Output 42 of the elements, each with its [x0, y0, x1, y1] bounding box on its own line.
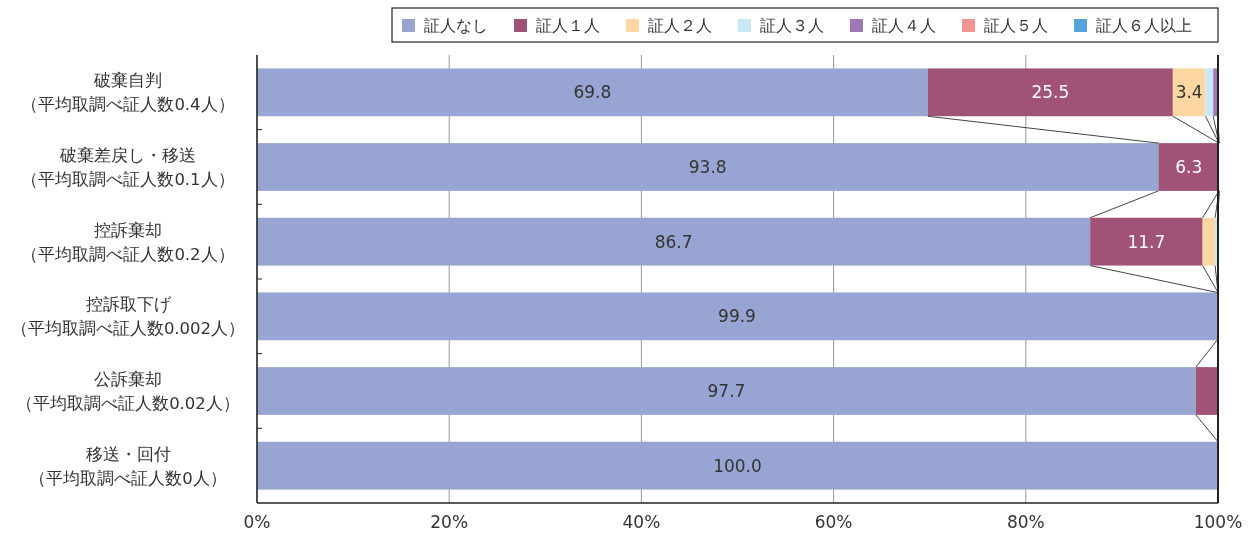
x-tick-label: 20% [430, 512, 469, 532]
bar [1195, 367, 1218, 415]
y-tick-label: 控訴棄却（平均取調べ証人数0.2人） [21, 220, 235, 264]
data-label: 11.7 [1127, 231, 1166, 252]
bar [257, 367, 1196, 415]
y-tick-label: 破棄自判（平均取調べ証人数0.4人） [21, 71, 235, 115]
bar [257, 441, 1218, 490]
x-tick-label: 100% [1193, 512, 1243, 532]
bar [1158, 143, 1219, 191]
bar [1090, 217, 1203, 266]
legend-label: 証人２人 [648, 16, 712, 35]
legend-label: 証人６人以上 [1096, 16, 1192, 35]
y-tick-label: 破棄差戻し・移送（平均取調べ証人数0.1人） [21, 146, 235, 189]
data-label: 97.7 [707, 380, 746, 401]
legend-label: 証人５人 [984, 16, 1048, 35]
data-label: 86.7 [654, 231, 693, 252]
legend-label: 証人１人 [536, 16, 600, 35]
bar [257, 68, 928, 117]
x-tick-label: 0% [243, 512, 271, 532]
data-label: 69.8 [573, 82, 612, 103]
data-label: 99.9 [718, 306, 756, 327]
legend-label: 証人４人 [872, 16, 936, 35]
bar [1205, 68, 1214, 117]
bar [257, 217, 1091, 266]
legend-label: 証人なし [424, 16, 488, 35]
bar [1172, 68, 1206, 117]
bar [257, 143, 1159, 191]
x-tick-label: 80% [1006, 512, 1045, 532]
bar [927, 68, 1173, 117]
legend-label: 証人３人 [760, 16, 824, 35]
bar [257, 292, 1218, 341]
y-tick-label: 控訴取下げ（平均取調べ証人数0.002人） [10, 295, 246, 339]
data-label: 93.8 [688, 156, 727, 177]
data-label: 100.0 [713, 455, 762, 476]
bar [1202, 217, 1216, 266]
data-label: 25.5 [1031, 82, 1070, 103]
y-tick-label: 公訴棄却（平均取調べ証人数0.02人） [16, 370, 240, 413]
data-label: 3.4 [1175, 82, 1203, 103]
y-tick-label: 移送・回付（平均取調べ証人数0人） [29, 444, 227, 488]
x-tick-label: 40% [622, 512, 661, 532]
x-tick-label: 60% [814, 512, 853, 532]
data-label: 6.3 [1175, 156, 1203, 177]
